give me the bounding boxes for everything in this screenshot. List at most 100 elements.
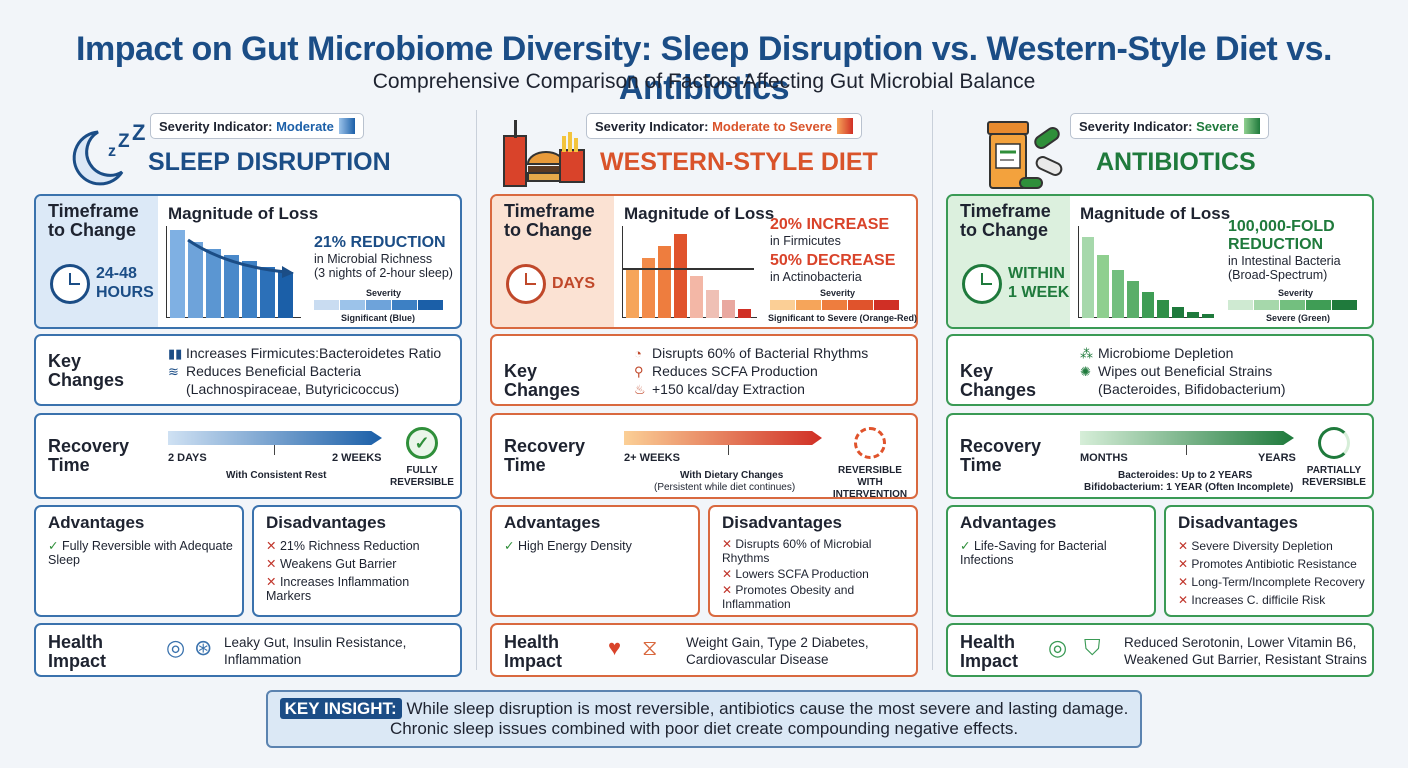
brain-icon: ◎ [166,635,186,660]
diet-column: Severity Indicator: Moderate to Severe W… [490,108,920,678]
recovery-arrow [1080,431,1294,445]
loss-bar-chart [166,226,301,318]
x-icon: ✕ [1178,575,1192,589]
disadvantages-card: Disadvantages ✕ 21% Richness Reduction ✕… [252,505,462,617]
loss-bar [706,290,719,318]
loss-bar [642,258,655,318]
clock-icon: ◔ [634,346,642,361]
chart-icon: ▮▮ [168,346,183,361]
advantages-card: Advantages ✓ High Energy Density [490,505,700,617]
fast-food-icon [498,114,588,194]
severity-scale [1228,300,1358,310]
recovery-card: Recovery Time MONTHS YEARS Bacteroides: … [946,413,1374,499]
loss-bar [722,300,735,318]
key-changes-card: Key Changes ⁂ Microbiome Depletion ✺ Wipes… [946,334,1374,406]
heart-icon: ♥ [608,635,622,660]
clock-icon [962,264,1002,304]
column-title: ANTIBIOTICS [1096,148,1256,176]
x-icon: ✕ [266,557,280,571]
key-insight-line2: Chronic sleep issues combined with poor … [389,719,1019,738]
pill-bottle-icon [984,114,1074,194]
advantages-card: Advantages ✓ Life-Saving for Bacterial I… [946,505,1156,617]
antibiotics-column: Severity Indicator: Severe ANTIBIOTICS T… [946,108,1376,678]
advantages-card: Advantages ✓ Fully Reversible with Adequ… [34,505,244,617]
check-icon: ✓ [960,539,974,553]
disadvantages-card: Disadvantages ✕ Disrupts 60% of Microbia… [708,505,918,617]
recovery-card: Recovery Time 2+ WEEKS With Dietary Chan… [490,413,918,500]
bacteria-icon: ⁂ [1080,346,1093,361]
severity-indicator: Severity Indicator: Moderate [150,113,364,139]
x-icon: ✕ [1178,593,1192,607]
waist-icon: ⧖ [642,635,658,660]
recovery-arrow [624,431,822,445]
loss-bar [1127,281,1139,318]
severity-scale [314,300,444,310]
loss-bar [1157,300,1169,318]
loss-bar [260,267,275,318]
cycle-icon [854,427,886,459]
loss-bar [1142,292,1154,318]
check-icon: ✓ [504,539,518,553]
loss-bar [170,230,185,318]
magnifier-icon: ⚲ [634,364,644,379]
partial-cycle-icon [1318,427,1350,459]
loss-bar [1112,270,1124,318]
money-bag-icon: ♨ [634,382,646,397]
loss-bar [1202,314,1214,318]
key-insight-line1: While sleep disruption is most reversibl… [406,699,1129,718]
timeframe-card: Timeframe to Change 24-48 HOURS Magnitud… [34,194,462,329]
svg-text:z: z [108,143,116,160]
recovery-arrow [168,431,382,445]
loss-bar [626,270,639,318]
bacteria-icon: ≋ [168,364,179,379]
shield-icon: ⛉ [1084,635,1101,660]
x-icon: ✕ [722,567,736,581]
key-insight-banner: KEY INSIGHT: While sleep disruption is m… [266,690,1142,748]
key-changes-card: Key Changes ▮▮ Increases Firmicutes:Bacte… [34,334,462,406]
key-changes-card: Key Changes ◔ Disrupts 60% of Bacterial R… [490,334,918,406]
loss-bar [1172,307,1184,318]
timeframe-card: Timeframe to Change WITHIN 1 WEEK Magnit… [946,194,1374,329]
loss-bar-chart [622,226,757,318]
severity-indicator: Severity Indicator: Moderate to Severe [586,113,862,139]
loss-bar [674,234,687,318]
severity-scale [770,300,900,310]
key-insight-tag: KEY INSIGHT: [279,698,402,719]
loss-bar [206,249,221,318]
loss-bar [1082,237,1094,318]
recovery-card: Recovery Time 2 DAYS 2 WEEKS With Consis… [34,413,462,499]
x-icon: ✕ [722,583,736,597]
loss-bar [738,309,751,318]
health-impact-card: Health Impact ◎ ⛉ Reduced Serotonin, Low… [946,623,1374,677]
health-impact-card: Health Impact ◎ ⊛ Leaky Gut, Insulin Res… [34,623,462,677]
clock-icon [50,264,90,304]
x-icon: ✕ [266,575,280,589]
x-icon: ✕ [1178,557,1192,571]
loss-bar [224,255,239,318]
column-title: SLEEP DISRUPTION [148,148,391,176]
loss-bar [1187,312,1199,318]
clock-icon [506,264,546,304]
health-impact-card: Health Impact ♥ ⧖ Weight Gain, Type 2 Di… [490,623,918,677]
intestine-icon: ⊛ [194,635,213,660]
microbe-icon: ✺ [1080,364,1091,379]
page-title: Impact on Gut Microbiome Diversity: Slee… [76,30,1332,107]
loss-bar [188,242,203,318]
loss-bar [278,272,293,318]
brain-icon: ◎ [1048,635,1068,660]
x-icon: ✕ [1178,539,1192,553]
loss-bar-chart [1078,226,1218,318]
svg-text:Z: Z [132,120,145,145]
timeframe-card: Timeframe to Change DAYS Magnitude of Lo… [490,194,918,329]
page-subtitle: Comprehensive Comparison of Factors Affe… [372,70,1036,93]
check-icon: ✓ [406,427,438,459]
disadvantages-card: Disadvantages ✕ Severe Diversity Depleti… [1164,505,1374,617]
loss-bar [242,261,257,318]
severity-indicator: Severity Indicator: Severe [1070,113,1269,139]
loss-bar [1097,255,1109,318]
svg-text:Z: Z [118,131,130,152]
loss-bar [658,246,671,318]
loss-bar [690,276,703,318]
